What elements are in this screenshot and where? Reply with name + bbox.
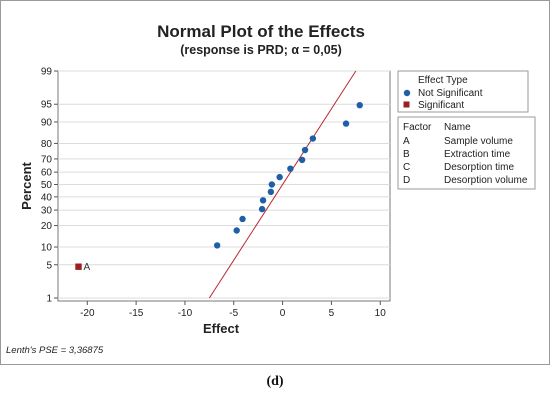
not-significant-point <box>239 215 246 223</box>
gridlines <box>58 70 390 299</box>
x-tick-label: 0 <box>280 308 286 319</box>
not-significant-point <box>276 173 283 181</box>
factor-row-c-code: C <box>403 162 410 173</box>
not-significant-point <box>268 181 276 188</box>
x-tick-label: -5 <box>229 308 238 319</box>
factor-table-box <box>397 116 536 190</box>
factor-row-d-name: Desorption volume <box>444 175 528 186</box>
factor-row-a-name: Sample volume <box>444 136 513 147</box>
reference-line-group <box>208 70 357 299</box>
y-tick-label: 60 <box>41 168 53 179</box>
x-tick-label: -20 <box>80 308 95 319</box>
x-tick-label: 10 <box>375 308 387 319</box>
y-tick-label: 40 <box>41 192 53 203</box>
not-significant-point <box>298 156 306 164</box>
factor-table-header-name: Name <box>444 122 471 133</box>
y-tick-label: 50 <box>41 180 53 191</box>
not-significant-point <box>233 227 240 234</box>
significant-point <box>75 263 82 270</box>
y-tick-label: 95 <box>41 100 53 111</box>
y-tick-label: 5 <box>46 260 52 271</box>
legend-title: Effect Type <box>418 75 468 86</box>
figure-caption: (d) <box>266 374 283 389</box>
chart-title: Normal Plot of the Effects <box>157 22 365 41</box>
not-significant-point <box>258 205 266 213</box>
legend-box <box>397 70 529 113</box>
factor-table-header-factor: Factor <box>403 122 432 133</box>
legend-item-significant: Significant <box>418 100 464 111</box>
x-axis-ticks: -20 -15 -10 -5 0 5 10 <box>80 301 386 319</box>
factor-row-b-name: Extraction time <box>444 149 511 160</box>
y-tick-label: 80 <box>41 139 53 150</box>
legend-marker-significant <box>403 101 410 108</box>
y-tick-label: 90 <box>41 117 53 128</box>
reference-line <box>208 70 357 299</box>
legend-marker-not-significant <box>403 89 411 97</box>
x-tick-label: -10 <box>178 308 193 319</box>
not-significant-point <box>301 146 309 154</box>
y-tick-label: 99 <box>41 67 53 78</box>
data-points: A <box>75 101 363 273</box>
not-significant-point <box>287 165 294 172</box>
factor-row-c-name: Desorption time <box>444 162 514 173</box>
factor-row-b-code: B <box>403 149 410 160</box>
y-axis-label: Percent <box>19 161 34 209</box>
not-significant-point <box>309 135 317 142</box>
point-label: A <box>84 262 91 273</box>
x-tick-label: 5 <box>329 308 335 319</box>
factor-row-d-code: D <box>403 175 410 186</box>
not-significant-point <box>213 242 221 249</box>
plot-area <box>57 70 391 302</box>
not-significant-point <box>267 188 275 196</box>
y-tick-label: 70 <box>41 154 53 165</box>
not-significant-point <box>356 101 363 109</box>
not-significant-point <box>259 197 267 204</box>
chart-subtitle: (response is PRD; α = 0,05) <box>180 43 342 57</box>
not-significant-point <box>342 120 350 127</box>
factor-row-a-code: A <box>403 136 410 147</box>
y-tick-label: 20 <box>41 221 53 232</box>
x-axis-label: Effect <box>203 321 240 336</box>
legend-item-not-significant: Not Significant <box>418 88 483 99</box>
x-tick-label: -15 <box>129 308 144 319</box>
y-tick-label: 1 <box>46 294 52 305</box>
lenth-pse-footnote: Lenth's PSE = 3,36875 <box>6 345 104 356</box>
y-tick-label: 10 <box>41 243 53 254</box>
y-tick-label: 30 <box>41 206 53 217</box>
